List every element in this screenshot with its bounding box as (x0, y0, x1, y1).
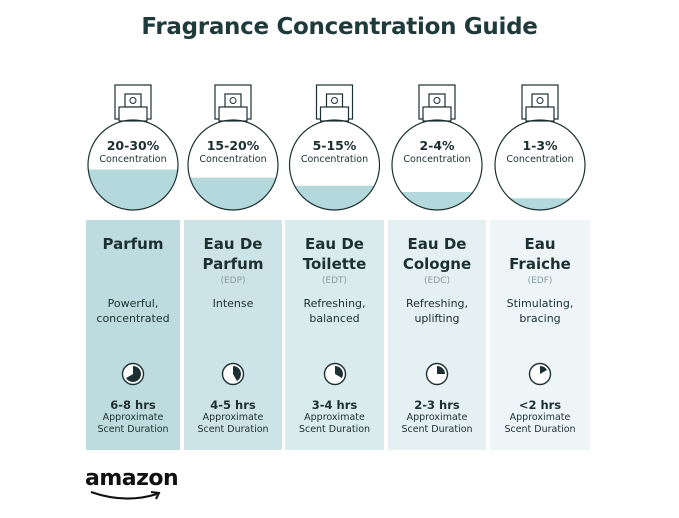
liquid-level (88, 169, 178, 210)
liquid-level (392, 192, 482, 210)
clock-icon (528, 362, 552, 386)
bottle-icon (494, 84, 586, 211)
smile-arrow-icon (90, 490, 161, 500)
fragrance-abbr: (EDP) (220, 276, 246, 286)
concentration-label: Concentration (403, 154, 471, 165)
bottle-icon (391, 84, 483, 211)
fragrance-abbr: (EDC) (424, 276, 450, 286)
bottle-icon (288, 84, 381, 211)
fragrance-description: Stimulating, bracing (506, 297, 574, 325)
fragrance-description: Refreshing, uplifting (405, 297, 469, 325)
duration-value: 6-8 hrs (110, 398, 156, 412)
fragrance-column: 15-20% Concentration Eau De Parfum (EDP) … (184, 0, 282, 518)
amazon-logo: amazon (85, 466, 180, 500)
fragrance-name: Eau De Cologne (402, 235, 472, 273)
fragrance-name: Eau Fraiche (509, 235, 571, 273)
duration-value: 4-5 hrs (210, 398, 256, 412)
fragrance-abbr: (EDT) (321, 276, 348, 286)
clock-icon (121, 362, 145, 386)
duration-value: 2-3 hrs (414, 398, 460, 412)
logo-text: amazon (85, 466, 179, 491)
fragrance-name: Eau De Parfum (202, 235, 264, 273)
fragrance-description: Intense (212, 297, 254, 310)
duration-label: Approximate Scent Duration (97, 412, 169, 435)
concentration-percent: 20-30% (106, 138, 160, 153)
fragrance-column: 20-30% Concentration Parfum Powerful, con… (86, 0, 180, 518)
concentration-label: Concentration (300, 154, 369, 165)
fragrance-card: Eau De Cologne (EDC) Refreshing, uplifting… (388, 220, 486, 450)
concentration-percent: 15-20% (206, 138, 260, 153)
fragrance-card: Eau De Toilette (EDT) Refreshing, balanced… (285, 220, 384, 450)
fragrance-abbr: (EDF) (527, 276, 553, 286)
fragrance-card: Parfum Powerful, concentrated 6-8 hrs App… (86, 220, 180, 450)
fragrance-description: Refreshing, balanced (303, 297, 366, 325)
fragrance-card: Eau Fraiche (EDF) Stimulating, bracing <2 … (490, 220, 590, 450)
fragrance-card: Eau De Parfum (EDP) Intense 4-5 hrs Appro… (184, 220, 282, 450)
duration-value: <2 hrs (518, 398, 562, 412)
duration-value: 3-4 hrs (311, 398, 358, 412)
liquid-level (495, 198, 585, 210)
fragrance-column: 2-4% Concentration Eau De Cologne (EDC) R… (388, 0, 486, 518)
bottle-icon (187, 84, 279, 211)
fragrance-column: 1-3% Concentration Eau Fraiche (EDF) Stim… (490, 0, 590, 518)
concentration-percent: 5-15% (312, 138, 357, 153)
concentration-label: Concentration (199, 154, 267, 165)
concentration-label: Concentration (99, 154, 167, 165)
fragrance-name: Eau De Toilette (302, 235, 367, 273)
bottle-icon (87, 84, 179, 211)
fragrance-column: 5-15% Concentration Eau De Toilette (EDT)… (285, 0, 384, 518)
fragrance-name: Parfum (102, 235, 164, 253)
concentration-percent: 1-3% (522, 138, 558, 153)
page-title: Fragrance Concentration Guide (141, 14, 538, 40)
clock-icon (221, 362, 245, 386)
clock-icon (323, 362, 346, 386)
fragrance-description: Powerful, concentrated (96, 297, 170, 325)
concentration-label: Concentration (506, 154, 574, 165)
clock-icon (425, 362, 449, 386)
duration-label: Approximate Scent Duration (401, 412, 473, 435)
duration-label: Approximate Scent Duration (504, 412, 576, 435)
duration-label: Approximate Scent Duration (298, 412, 371, 435)
duration-label: Approximate Scent Duration (197, 412, 269, 435)
liquid-level (188, 177, 278, 210)
concentration-percent: 2-4% (419, 138, 455, 153)
